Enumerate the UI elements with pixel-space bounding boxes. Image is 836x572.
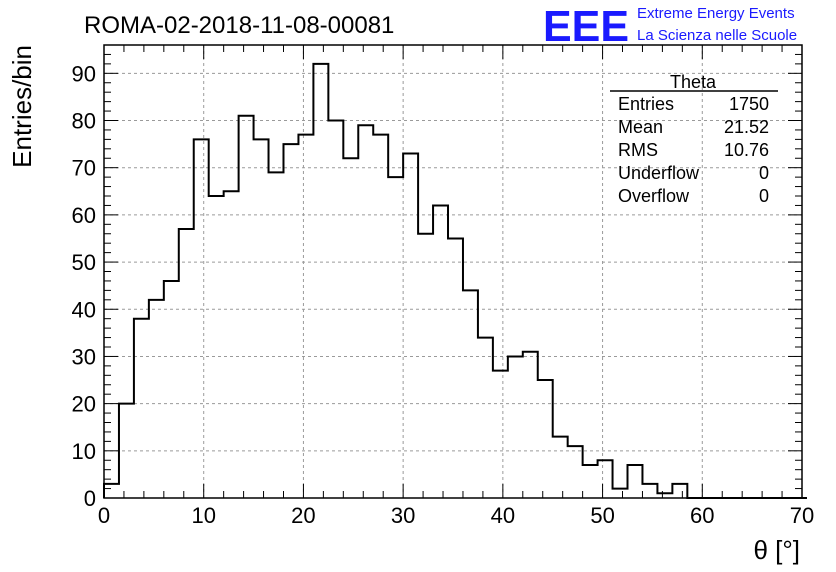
- stats-label: RMS: [618, 140, 658, 160]
- histogram-bin: [508, 356, 523, 498]
- histogram-bin: [373, 135, 388, 498]
- y-tick-label: 70: [72, 156, 96, 181]
- y-tick-label: 20: [72, 392, 96, 417]
- y-tick-label: 0: [84, 486, 96, 511]
- histogram-bin: [194, 139, 209, 498]
- x-tick-label: 40: [491, 503, 515, 528]
- stats-label: Overflow: [618, 186, 690, 206]
- histogram-bin: [448, 238, 463, 498]
- axis-ticks: [103, 44, 803, 499]
- histogram-bin: [239, 116, 254, 498]
- histogram-bin: [628, 465, 643, 498]
- stats-value: 1750: [729, 94, 769, 114]
- histogram-bin: [583, 465, 598, 498]
- histogram-bin: [134, 319, 149, 498]
- stats-label: Mean: [618, 117, 663, 137]
- logo-mark: EEE: [543, 2, 629, 51]
- histogram-bin: [478, 338, 493, 498]
- grid-lines: [104, 45, 802, 498]
- histogram-bin: [269, 172, 284, 498]
- histogram-bin: [328, 121, 343, 499]
- histogram-bin: [149, 300, 164, 498]
- y-axis-label: Entries/bin: [7, 45, 37, 168]
- histogram-bin: [224, 191, 239, 498]
- x-tick-labels: 0 10 20 30 40 50 60 70: [98, 503, 814, 528]
- histogram-bin: [523, 352, 538, 498]
- histogram-steps: [103, 62, 807, 499]
- y-tick-label: 50: [72, 250, 96, 275]
- stats-value: 0: [759, 163, 769, 183]
- histogram-bin: [388, 177, 403, 498]
- histogram-bin: [463, 290, 478, 498]
- y-tick-label: 60: [72, 203, 96, 228]
- histogram-bin: [358, 125, 373, 498]
- histogram-bin: [642, 484, 657, 498]
- histogram-bin: [568, 446, 583, 498]
- logo-line-2: La Scienza nelle Scuole: [637, 27, 797, 44]
- stats-label: Entries: [618, 94, 674, 114]
- histogram-bin: [298, 135, 313, 498]
- x-tick-label: 30: [391, 503, 415, 528]
- x-tick-label: 60: [690, 503, 714, 528]
- histogram-bin: [104, 484, 119, 498]
- histogram-bin: [613, 489, 628, 498]
- stats-title: Theta: [670, 72, 717, 92]
- plot-frame: [103, 44, 803, 499]
- histogram-bin: [493, 371, 508, 498]
- histogram-bin: [433, 205, 448, 498]
- logo-line-1: Extreme Energy Events: [637, 5, 795, 22]
- y-tick-label: 40: [72, 297, 96, 322]
- stats-label: Underflow: [618, 163, 700, 183]
- x-tick-label: 10: [191, 503, 215, 528]
- histogram-bin: [403, 154, 418, 498]
- histogram-bin: [598, 460, 613, 498]
- x-tick-label: 70: [790, 503, 814, 528]
- y-tick-label: 10: [72, 439, 96, 464]
- y-tick-label: 30: [72, 344, 96, 369]
- stats-box: Theta Entries 1750 Mean 21.52 RMS 10.76 Underf…: [610, 72, 778, 206]
- stats-value: 21.52: [724, 117, 769, 137]
- y-tick-labels: 0 10 20 30 40 50 60 70 80 90: [72, 61, 96, 511]
- histogram-bin: [672, 484, 687, 498]
- histogram-bin: [254, 139, 269, 498]
- y-tick-label: 80: [72, 109, 96, 134]
- histogram-bin: [418, 234, 433, 498]
- histogram-bin: [313, 64, 328, 498]
- histogram-bin: [209, 196, 224, 498]
- x-tick-label: 50: [590, 503, 614, 528]
- histogram-line: [103, 62, 807, 499]
- stats-rows: Entries 1750 Mean 21.52 RMS 10.76 Underflow 0 Ov…: [618, 94, 769, 206]
- histogram-bin: [343, 158, 358, 498]
- histogram-bin: [179, 229, 194, 498]
- chart-title: ROMA-02-2018-11-08-00081: [84, 12, 394, 39]
- histogram-bin: [538, 380, 553, 498]
- eee-logo: EEE Extreme Energy Events La Scienza nel…: [543, 2, 797, 51]
- y-tick-label: 90: [72, 61, 96, 86]
- stats-value: 0: [759, 186, 769, 206]
- stats-value: 10.76: [724, 140, 769, 160]
- histogram-bin: [119, 404, 134, 498]
- x-tick-label: 20: [291, 503, 315, 528]
- histogram-bin: [164, 281, 179, 498]
- histogram-bin: [553, 437, 568, 498]
- x-axis-label: θ [°]: [753, 535, 800, 565]
- histogram-bin: [283, 144, 298, 498]
- x-tick-label: 0: [98, 503, 110, 528]
